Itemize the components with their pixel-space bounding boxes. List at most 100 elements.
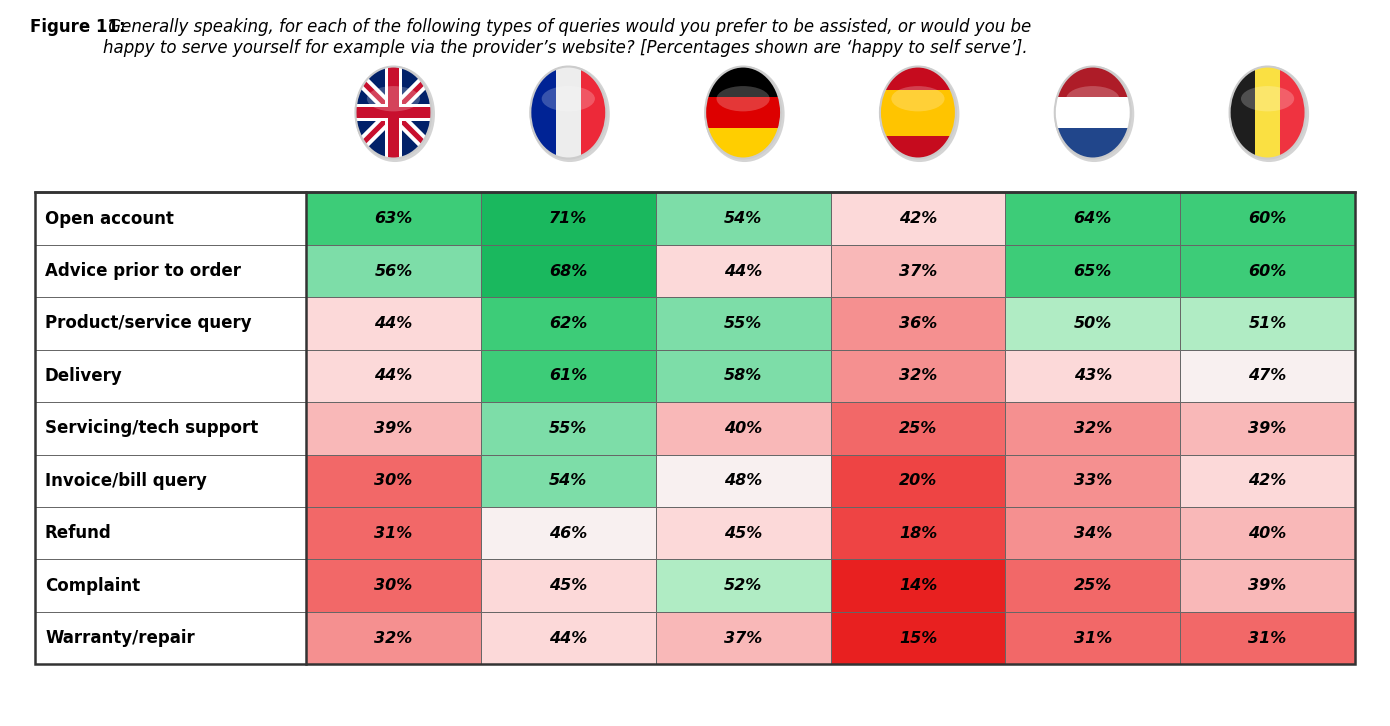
Text: 68%: 68% bbox=[549, 264, 588, 279]
Ellipse shape bbox=[891, 86, 945, 111]
Text: 44%: 44% bbox=[374, 368, 413, 383]
Ellipse shape bbox=[542, 86, 595, 111]
Bar bbox=[349, 68, 438, 158]
Bar bbox=[831, 297, 1005, 350]
Text: 30%: 30% bbox=[374, 578, 413, 593]
Bar bbox=[1180, 454, 1355, 507]
Text: 31%: 31% bbox=[1248, 631, 1287, 645]
Bar bbox=[35, 402, 306, 454]
Bar bbox=[481, 560, 656, 612]
Bar bbox=[481, 192, 656, 245]
Text: Open account: Open account bbox=[44, 210, 174, 228]
Bar bbox=[481, 402, 656, 454]
Text: 39%: 39% bbox=[1248, 578, 1287, 593]
Bar bbox=[35, 297, 306, 350]
Text: 37%: 37% bbox=[724, 631, 762, 645]
Text: 54%: 54% bbox=[549, 473, 588, 489]
Bar bbox=[656, 245, 831, 297]
Bar bbox=[1180, 297, 1355, 350]
Bar bbox=[356, 107, 431, 118]
Text: 44%: 44% bbox=[374, 316, 413, 331]
Text: 18%: 18% bbox=[899, 526, 937, 541]
Text: 55%: 55% bbox=[549, 421, 588, 436]
Text: 34%: 34% bbox=[1073, 526, 1112, 541]
Bar bbox=[306, 560, 481, 612]
Text: 42%: 42% bbox=[1248, 473, 1287, 489]
Text: 50%: 50% bbox=[1073, 316, 1112, 331]
Bar bbox=[1180, 402, 1355, 454]
Bar bbox=[880, 67, 956, 89]
Text: 45%: 45% bbox=[549, 578, 588, 593]
Text: 37%: 37% bbox=[899, 264, 937, 279]
Bar bbox=[306, 612, 481, 664]
Text: 31%: 31% bbox=[374, 526, 413, 541]
Bar bbox=[35, 350, 306, 402]
Bar bbox=[35, 192, 1355, 664]
Text: Servicing/tech support: Servicing/tech support bbox=[44, 420, 259, 437]
Text: 20%: 20% bbox=[899, 473, 937, 489]
Bar bbox=[831, 402, 1005, 454]
Ellipse shape bbox=[1066, 86, 1119, 111]
Bar bbox=[831, 350, 1005, 402]
Ellipse shape bbox=[880, 66, 959, 162]
Bar bbox=[1005, 560, 1180, 612]
Bar bbox=[581, 67, 606, 158]
Bar bbox=[35, 454, 306, 507]
Bar bbox=[481, 297, 656, 350]
Text: Complaint: Complaint bbox=[44, 576, 140, 595]
Bar bbox=[481, 507, 656, 560]
Text: 60%: 60% bbox=[1248, 211, 1287, 226]
Bar bbox=[656, 192, 831, 245]
Text: 25%: 25% bbox=[1073, 578, 1112, 593]
Bar bbox=[1005, 245, 1180, 297]
Ellipse shape bbox=[1054, 66, 1134, 162]
Bar bbox=[656, 350, 831, 402]
Text: 61%: 61% bbox=[549, 368, 588, 383]
Text: Warranty/repair: Warranty/repair bbox=[44, 629, 195, 647]
Bar bbox=[306, 192, 481, 245]
Ellipse shape bbox=[354, 66, 435, 162]
Bar bbox=[388, 67, 399, 158]
Bar bbox=[880, 136, 956, 158]
Bar bbox=[1005, 507, 1180, 560]
Text: 39%: 39% bbox=[374, 421, 413, 436]
Text: 51%: 51% bbox=[1248, 316, 1287, 331]
Text: 62%: 62% bbox=[549, 316, 588, 331]
Bar bbox=[1005, 402, 1180, 454]
Text: 48%: 48% bbox=[724, 473, 762, 489]
Text: 31%: 31% bbox=[1073, 631, 1112, 645]
Bar bbox=[1180, 612, 1355, 664]
Text: 40%: 40% bbox=[724, 421, 762, 436]
Bar bbox=[656, 297, 831, 350]
Bar bbox=[1005, 454, 1180, 507]
Text: 14%: 14% bbox=[899, 578, 937, 593]
Text: 65%: 65% bbox=[1073, 264, 1112, 279]
Bar bbox=[481, 350, 656, 402]
Bar bbox=[1180, 192, 1355, 245]
Bar bbox=[306, 402, 481, 454]
Text: 60%: 60% bbox=[1248, 264, 1287, 279]
Text: 33%: 33% bbox=[1073, 473, 1112, 489]
Text: 47%: 47% bbox=[1248, 368, 1287, 383]
Text: 42%: 42% bbox=[899, 211, 937, 226]
Bar bbox=[656, 560, 831, 612]
Bar bbox=[35, 612, 306, 664]
Text: 39%: 39% bbox=[1248, 421, 1287, 436]
Text: 15%: 15% bbox=[899, 631, 937, 645]
Text: 30%: 30% bbox=[374, 473, 413, 489]
Ellipse shape bbox=[1241, 86, 1294, 111]
Text: 45%: 45% bbox=[724, 526, 762, 541]
Bar bbox=[1005, 297, 1180, 350]
Bar bbox=[356, 105, 431, 121]
Text: 63%: 63% bbox=[374, 211, 413, 226]
Text: 55%: 55% bbox=[724, 316, 762, 331]
Bar bbox=[385, 67, 402, 158]
Bar bbox=[556, 67, 581, 158]
Ellipse shape bbox=[367, 86, 420, 111]
Text: Delivery: Delivery bbox=[44, 367, 122, 385]
Bar bbox=[831, 612, 1005, 664]
Bar bbox=[349, 68, 438, 158]
Text: 32%: 32% bbox=[1073, 421, 1112, 436]
Text: 32%: 32% bbox=[374, 631, 413, 645]
Ellipse shape bbox=[530, 66, 610, 162]
